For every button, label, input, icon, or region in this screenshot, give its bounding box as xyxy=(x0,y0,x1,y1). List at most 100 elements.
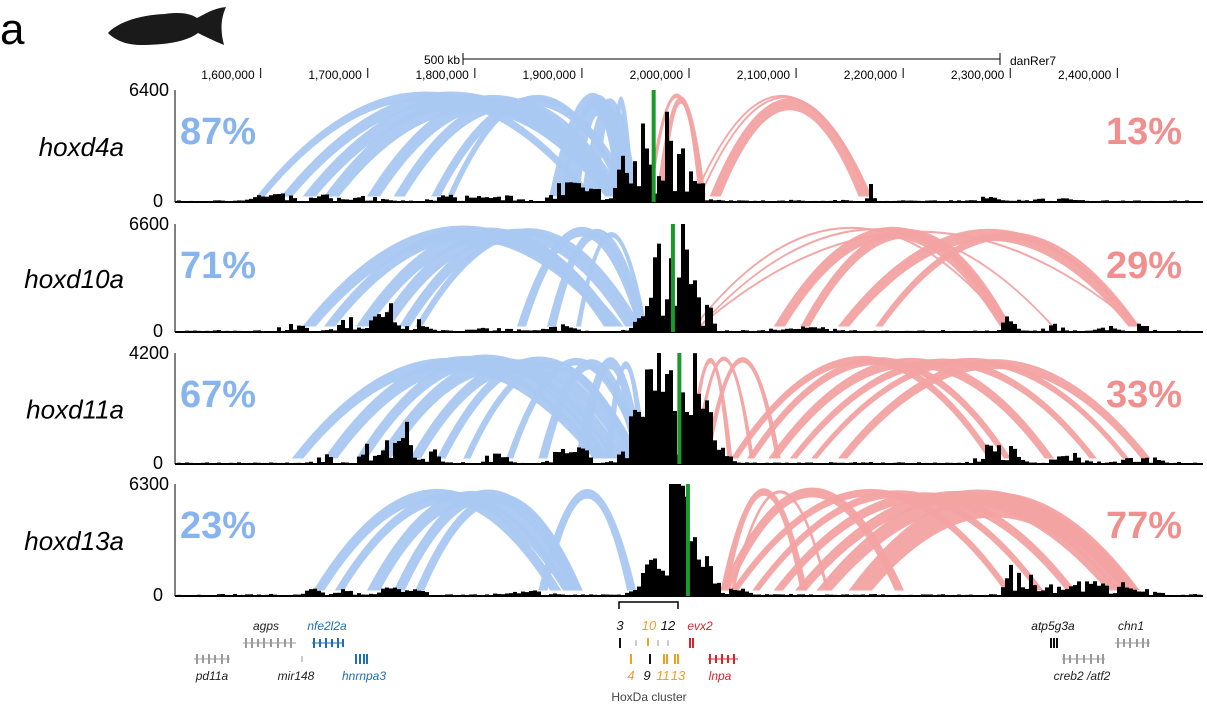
signal-bar xyxy=(701,566,705,596)
signal-bar xyxy=(485,328,489,332)
signal-bar xyxy=(565,182,569,202)
hox-label-3: 3 xyxy=(616,618,624,633)
signal-bar xyxy=(697,559,701,596)
contact-arc-left xyxy=(538,488,637,591)
signal-bar xyxy=(1033,199,1037,202)
contact-arc-right xyxy=(848,492,1140,591)
signal-bar xyxy=(1125,458,1129,464)
signal-bar xyxy=(485,455,489,464)
signal-bar xyxy=(353,197,357,202)
left-percent: 67% xyxy=(180,374,256,416)
signal-bar xyxy=(597,188,601,202)
contact-arc-right xyxy=(811,357,1130,459)
signal-bar xyxy=(673,410,677,464)
signal-bar xyxy=(485,197,489,202)
coordinate-axis: 1,600,000 1,700,000 1,800,000 1,900,000 2,00… xyxy=(201,68,1118,82)
signal-bar xyxy=(665,299,669,332)
coord-tick-label: 2,300,000 xyxy=(951,68,1005,82)
signal-bar xyxy=(273,194,277,202)
signal-bar xyxy=(281,193,285,202)
signal-bar xyxy=(233,593,237,596)
signal-bar xyxy=(521,199,525,202)
signal-bar xyxy=(417,590,421,596)
signal-bar xyxy=(865,198,869,202)
viewpoint-marker xyxy=(651,90,656,202)
signal-bar xyxy=(257,195,261,202)
signal-bar xyxy=(633,321,637,332)
signal-bar xyxy=(645,306,649,332)
signal-bar xyxy=(465,195,469,202)
signal-bar xyxy=(293,329,297,332)
signal-bar xyxy=(649,559,653,596)
signal-bar xyxy=(977,461,981,464)
signal-bar xyxy=(1157,592,1161,596)
signal-bar xyxy=(569,182,573,202)
signal-bar xyxy=(1005,316,1009,332)
contact-arcs xyxy=(256,91,872,197)
signal-bar xyxy=(1073,585,1077,596)
signal-bar xyxy=(1009,321,1013,332)
signal-bar xyxy=(729,456,733,464)
signal-bar xyxy=(705,556,709,596)
signal-bar xyxy=(565,326,569,332)
hox-cluster-bracket xyxy=(618,601,679,609)
signal-bar xyxy=(497,453,501,464)
signal-bar xyxy=(993,451,997,464)
signal-bar xyxy=(397,325,401,332)
signal-bar xyxy=(665,575,669,596)
signal-bar xyxy=(413,589,417,596)
signal-bar xyxy=(653,390,657,464)
signal-bar xyxy=(717,582,721,596)
track-hoxd11a: 4200 0 hoxd11a 67% 33% xyxy=(26,343,1203,473)
signal-bar xyxy=(1065,198,1069,202)
signal-bar xyxy=(1145,589,1149,596)
signal-bar xyxy=(581,448,585,464)
signal-bar xyxy=(545,329,549,332)
signal-bar xyxy=(497,593,501,596)
signal-bar xyxy=(669,140,673,202)
signal-bar xyxy=(1069,586,1073,596)
signal-bar xyxy=(669,484,673,596)
signal-bar xyxy=(1061,589,1065,596)
signal-bar xyxy=(841,199,845,202)
signal-bar xyxy=(869,183,873,202)
hox-label-10: 10 xyxy=(642,618,657,633)
signal-bar xyxy=(681,224,685,332)
signal-bar xyxy=(541,328,545,332)
signal-bar xyxy=(321,592,325,596)
signal-bar xyxy=(445,196,449,202)
signal-bar xyxy=(385,587,389,596)
signal-bar xyxy=(389,457,393,464)
signal-bar xyxy=(489,461,493,464)
signal-bar xyxy=(801,326,805,332)
signal-bar xyxy=(429,328,433,332)
signal-bar xyxy=(529,590,533,596)
gene-label-agps: agps xyxy=(253,619,279,633)
signal-bar xyxy=(441,195,445,202)
left-percent: 71% xyxy=(180,245,256,287)
signal-bar xyxy=(1085,581,1089,596)
signal-bar xyxy=(473,197,477,202)
signal-bar xyxy=(421,590,425,596)
y-min-label: 0 xyxy=(153,453,163,473)
signal-bar xyxy=(501,457,505,464)
signal-bar xyxy=(697,297,701,332)
signal-bar xyxy=(1085,460,1089,464)
signal-bar xyxy=(749,592,753,596)
signal-bar xyxy=(369,593,373,596)
signal-bar xyxy=(645,369,649,464)
signal-bar xyxy=(337,592,341,596)
signal-bar xyxy=(769,328,773,332)
signal-bar xyxy=(973,458,977,464)
signal-bar xyxy=(477,196,481,202)
viewpoint-marker xyxy=(685,484,690,596)
signal-bar xyxy=(629,591,633,596)
signal-bar xyxy=(617,169,621,202)
signal-bar xyxy=(661,180,665,202)
signal-bar xyxy=(409,590,413,596)
signal-bar xyxy=(385,199,389,202)
signal-bar xyxy=(717,449,721,464)
signal-bar xyxy=(1089,461,1093,464)
signal-bar xyxy=(677,277,681,332)
signal-bar xyxy=(377,455,381,464)
